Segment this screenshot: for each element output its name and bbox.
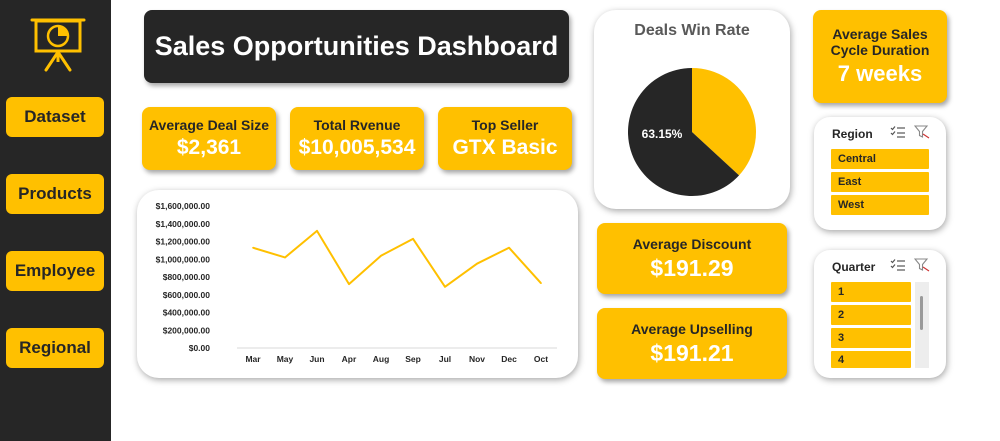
region-slicer-header: Region <box>832 127 873 141</box>
x-tick-label: Sep <box>405 354 421 364</box>
data-point <box>508 246 510 249</box>
y-tick-label: $600,000.00 <box>163 290 211 300</box>
avg-deal-size-card: Average Deal Size $2,361 <box>142 107 276 170</box>
avg-upselling-value: $191.21 <box>650 339 734 366</box>
quarter-scrollbar-thumb[interactable] <box>920 296 923 330</box>
data-point <box>380 254 382 257</box>
top-seller-card: Top Seller GTX Basic <box>438 107 572 170</box>
nav-regional-button[interactable]: Regional <box>6 328 104 368</box>
x-tick-label: Nov <box>469 354 485 364</box>
quarter-item-1[interactable]: 1 <box>831 282 911 302</box>
y-tick-label: $200,000.00 <box>163 325 211 335</box>
top-seller-value: GTX Basic <box>452 136 558 159</box>
y-tick-label: $400,000.00 <box>163 308 211 318</box>
quarter-slicer: Quarter 1 2 3 4 <box>814 250 946 378</box>
win-rate-pie-chart: 63.15% <box>628 68 756 196</box>
x-tick-label: Mar <box>245 354 261 364</box>
sales-cycle-card: Average Sales Cycle Duration 7 weeks <box>813 10 947 103</box>
win-rate-percent-label: 63.15% <box>642 127 683 141</box>
quarter-scrollbar[interactable] <box>915 282 929 368</box>
quarter-item-2[interactable]: 2 <box>831 305 911 325</box>
total-revenue-card: Total Rvenue $10,005,534 <box>290 107 424 170</box>
y-tick-label: $1,600,000.00 <box>156 201 211 211</box>
clear-filter-icon[interactable] <box>913 125 930 144</box>
quarter-item-3[interactable]: 3 <box>831 328 911 348</box>
avg-upselling-label: Average Upselling <box>631 320 753 337</box>
win-rate-title: Deals Win Rate <box>634 22 750 39</box>
data-point <box>348 283 350 285</box>
nav-employee-button[interactable]: Employee <box>6 251 104 291</box>
x-tick-label: Jun <box>309 354 324 364</box>
data-point <box>316 230 318 232</box>
region-item-east[interactable]: East <box>831 172 929 192</box>
sidebar: Dataset Products Employee Regional <box>0 0 111 441</box>
sales-cycle-label-line1: Average Sales <box>832 26 928 42</box>
x-tick-label: May <box>277 354 294 364</box>
quarter-item-4[interactable]: 4 <box>831 351 911 368</box>
series-line <box>252 229 542 288</box>
presentation-chart-icon <box>28 14 88 74</box>
top-seller-label: Top Seller <box>471 117 539 133</box>
data-point <box>444 285 446 288</box>
sales-line-chart: $0.00 $200,000.00 $400,000.00 $600,000.00 $8… <box>156 201 557 364</box>
pie-slice-lost <box>692 68 756 176</box>
total-revenue-label: Total Rvenue <box>313 117 401 133</box>
sales-cycle-value: 7 weeks <box>837 61 923 86</box>
avg-deal-size-value: $2,361 <box>176 136 242 159</box>
data-point <box>252 246 254 249</box>
sales-line-chart-panel: $0.00 $200,000.00 $400,000.00 $600,000.00 $8… <box>137 190 578 378</box>
x-tick-label: Dec <box>501 354 517 364</box>
avg-discount-label: Average Discount <box>632 235 752 252</box>
y-tick-label: $1,200,000.00 <box>156 237 211 247</box>
data-point <box>284 256 286 259</box>
x-tick-label: Jul <box>439 354 451 364</box>
clear-filter-icon[interactable] <box>913 258 930 277</box>
region-item-central[interactable]: Central <box>831 149 929 169</box>
avg-deal-size-label: Average Deal Size <box>148 117 270 133</box>
region-slicer: Region Central East West <box>814 117 946 230</box>
data-point <box>540 282 542 285</box>
total-revenue-value: $10,005,534 <box>298 136 416 159</box>
multi-select-icon[interactable] <box>890 125 906 144</box>
y-tick-label: $0.00 <box>189 343 211 353</box>
multi-select-icon[interactable] <box>890 258 906 277</box>
nav-products-button[interactable]: Products <box>6 174 104 214</box>
win-rate-panel: Deals Win Rate 63.15% <box>594 10 790 209</box>
x-tick-label: Apr <box>342 354 357 364</box>
x-tick-label: Oct <box>534 354 548 364</box>
quarter-slicer-header: Quarter <box>832 260 876 274</box>
region-item-west[interactable]: West <box>831 195 929 215</box>
sales-cycle-label-line2: Cycle Duration <box>830 42 930 58</box>
y-tick-label: $1,400,000.00 <box>156 219 211 229</box>
pie-slice-won <box>628 68 740 196</box>
data-point <box>412 238 414 240</box>
nav-dataset-button[interactable]: Dataset <box>6 97 104 137</box>
y-tick-label: $1,000,000.00 <box>156 254 211 264</box>
avg-discount-card: Average Discount $191.29 <box>597 223 787 294</box>
data-point <box>476 262 478 265</box>
dashboard-title: Sales Opportunities Dashboard <box>144 10 569 83</box>
y-tick-label: $800,000.00 <box>163 272 211 282</box>
x-tick-label: Aug <box>373 354 390 364</box>
avg-upselling-card: Average Upselling $191.21 <box>597 308 787 379</box>
avg-discount-value: $191.29 <box>650 254 734 281</box>
